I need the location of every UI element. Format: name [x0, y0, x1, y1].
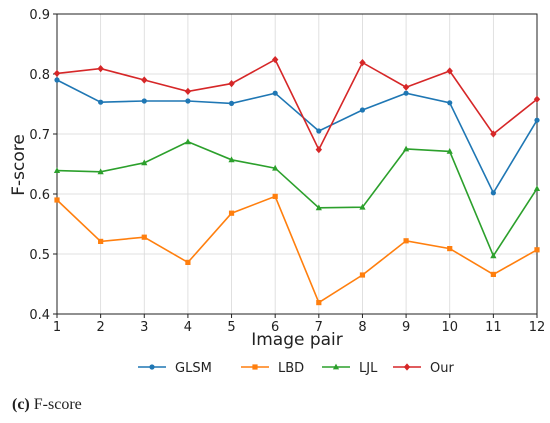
data-point-glsm: [185, 98, 191, 104]
plot-frame: [56, 13, 538, 315]
data-point-lbd: [185, 259, 191, 265]
legend-label-glsm: GLSM: [175, 361, 212, 376]
legend-marker-ljl: [332, 363, 340, 370]
data-point-lbd: [447, 246, 453, 252]
x-tick-label: 11: [485, 320, 502, 335]
data-point-glsm: [490, 190, 496, 196]
data-point-our: [53, 69, 61, 77]
data-point-our: [533, 95, 541, 103]
series-our: [53, 56, 541, 154]
x-tick-label: 4: [184, 320, 192, 335]
legend-marker-glsm: [149, 364, 155, 370]
x-tick-label: 8: [358, 320, 366, 335]
data-point-glsm: [98, 99, 104, 105]
x-tick-label: 5: [227, 320, 235, 335]
data-point-glsm: [316, 128, 322, 134]
legend-marker-lbd: [252, 364, 258, 370]
legend-item-glsm: GLSM: [138, 361, 212, 376]
data-point-ljl: [490, 252, 497, 259]
y-axis-label: F-score: [9, 134, 29, 196]
y-tick-label: 0.6: [29, 188, 50, 203]
x-tick-label: 1: [53, 320, 61, 335]
data-point-ljl: [141, 159, 148, 166]
y-tick-label: 0.4: [29, 308, 50, 323]
data-point-glsm: [534, 117, 540, 123]
legend: GLSM LBD LJL Our: [138, 361, 454, 376]
data-point-lbd: [141, 234, 147, 240]
data-point-ljl: [402, 145, 410, 152]
data-point-lbd: [272, 193, 278, 199]
data-point-glsm: [228, 100, 235, 106]
data-point-our: [141, 76, 148, 84]
data-point-lbd: [403, 238, 409, 244]
data-point-lbd: [228, 210, 235, 216]
data-point-ljl: [184, 138, 192, 145]
caption-label: (c): [12, 396, 30, 413]
data-point-ljl: [228, 156, 235, 163]
data-point-our: [184, 87, 192, 95]
data-point-glsm: [403, 90, 409, 96]
data-point-ljl: [315, 204, 322, 211]
x-tick-label: 2: [96, 320, 104, 335]
grid-lines: [56, 13, 538, 315]
data-point-ljl: [533, 185, 541, 191]
data-point-our: [271, 56, 279, 64]
y-tick-label: 0.5: [29, 248, 50, 263]
data-point-our: [315, 146, 323, 154]
data-point-lbd: [54, 197, 60, 203]
legend-label-lbd: LBD: [278, 361, 304, 376]
series-glsm: [54, 77, 540, 196]
x-tick-label: 7: [315, 320, 323, 335]
data-point-lbd: [490, 271, 496, 277]
legend-item-ljl: LJL: [322, 361, 378, 376]
data-point-ljl: [53, 167, 61, 173]
legend-item-lbd: LBD: [241, 361, 304, 376]
data-point-glsm: [54, 77, 60, 83]
data-point-glsm: [141, 98, 147, 104]
series-lbd: [54, 193, 540, 306]
data-point-lbd: [316, 300, 322, 306]
x-tick-label: 3: [140, 320, 148, 335]
series-line-lbd: [56, 195, 538, 304]
data-point-ljl: [446, 148, 453, 154]
series-line-ljl: [56, 140, 538, 258]
x-axis-ticks: 1 2 3 4 5 6 7 8 9 10 11 12: [53, 314, 545, 335]
legend-marker-our: [403, 363, 411, 371]
series-line-our: [56, 58, 538, 152]
legend-label-our: Our: [430, 361, 454, 376]
data-point-glsm: [359, 107, 366, 113]
data-point-lbd: [98, 238, 104, 244]
series-lines: [53, 56, 541, 306]
data-point-our: [402, 83, 410, 91]
series-line-glsm: [56, 79, 538, 195]
data-point-lbd: [534, 247, 540, 253]
data-point-our: [97, 65, 104, 73]
x-tick-label: 9: [402, 320, 410, 335]
x-tick-label: 10: [441, 320, 458, 335]
x-tick-label: 6: [271, 320, 279, 335]
data-point-ljl: [359, 203, 366, 210]
data-point-our: [228, 80, 235, 88]
figure-caption: (c) F-score: [12, 396, 82, 414]
data-point-lbd: [359, 272, 366, 278]
y-tick-label: 0.9: [29, 8, 50, 23]
data-point-our: [446, 67, 453, 75]
data-point-glsm: [447, 100, 453, 106]
series-ljl: [53, 138, 541, 259]
data-point-ljl: [97, 168, 104, 175]
y-tick-label: 0.7: [29, 128, 50, 143]
f-score-line-chart: 0.40.50.60.70.80.9 1 2 3 4 5 6 7 8 9 10 11 12 F-sco…: [9, 8, 545, 376]
data-point-glsm: [272, 90, 278, 96]
data-point-our: [359, 59, 366, 67]
y-tick-label: 0.8: [29, 68, 50, 83]
legend-item-our: Our: [393, 361, 454, 376]
data-point-our: [490, 130, 497, 138]
caption-text: F-score: [29, 396, 82, 413]
data-point-ljl: [272, 164, 279, 171]
y-axis-ticks: 0.4 0.5 0.6 0.7 0.8 0.9: [29, 8, 57, 323]
x-tick-label: 12: [529, 320, 546, 335]
legend-label-ljl: LJL: [359, 361, 378, 376]
x-axis-label: Image pair: [251, 330, 343, 350]
